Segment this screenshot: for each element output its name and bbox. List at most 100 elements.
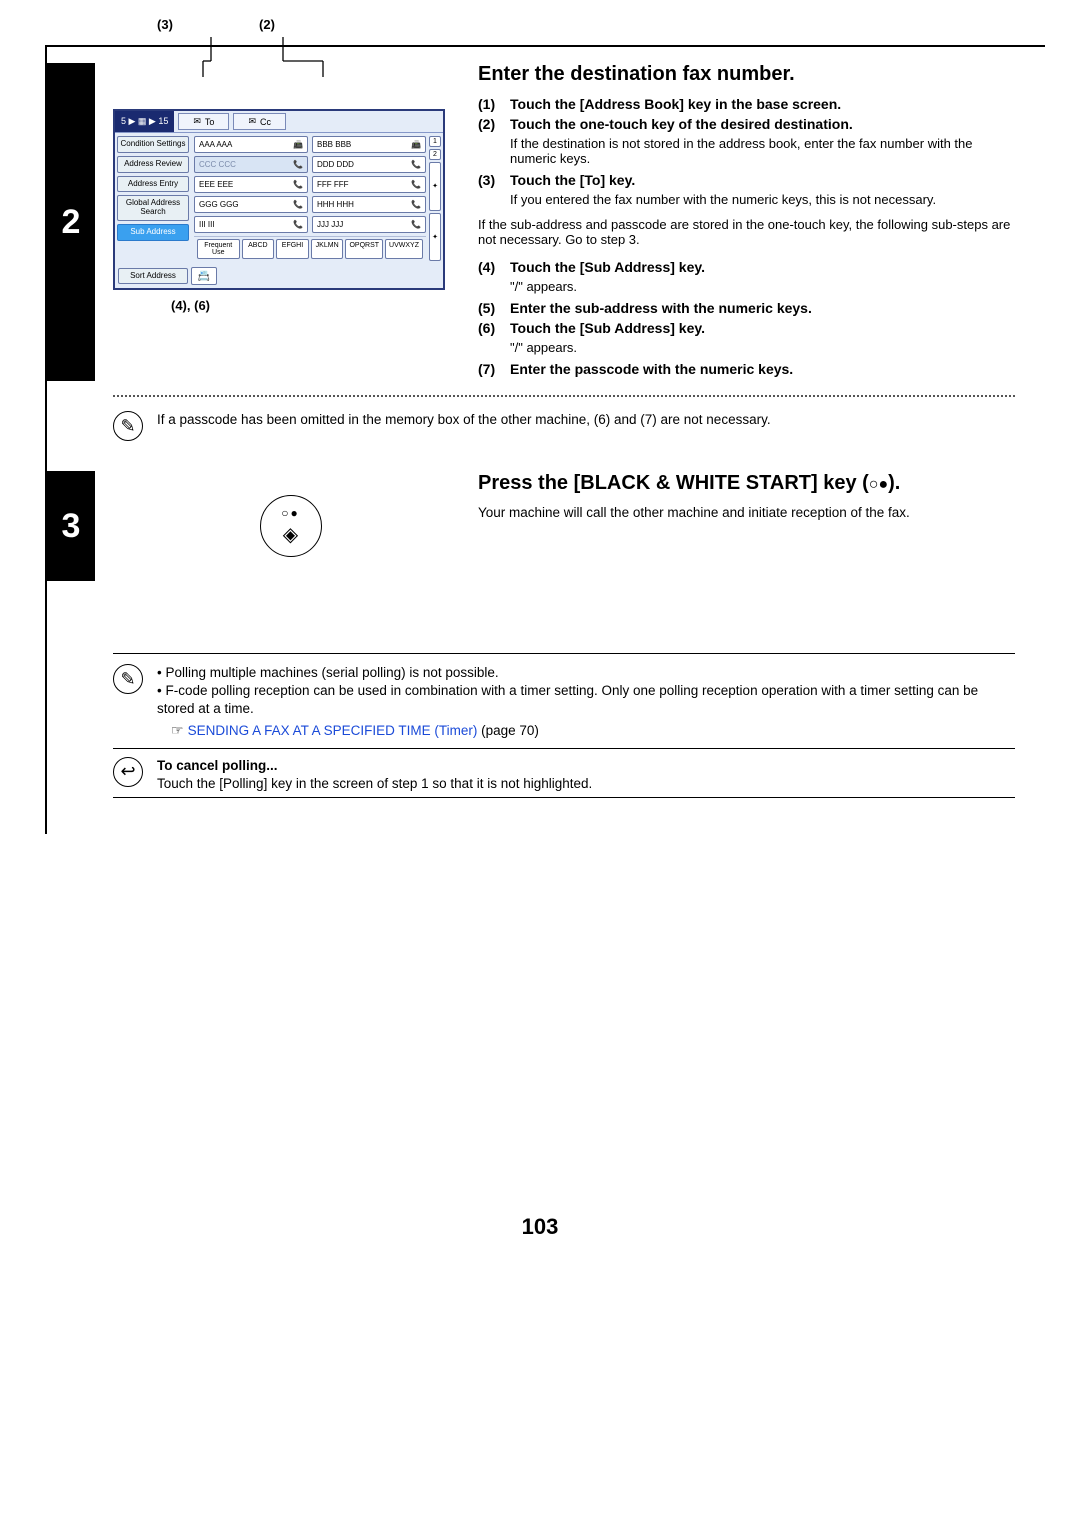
alpha-freq[interactable]: Frequent Use (197, 239, 240, 259)
btn-address-entry[interactable]: Address Entry (117, 176, 189, 193)
callout-3: (3) (113, 17, 217, 32)
addr-cell[interactable]: BBB BBB 📠 (312, 136, 426, 153)
alpha-tab[interactable]: EFGHI (276, 239, 309, 259)
scroll-down[interactable]: ✦ (429, 213, 441, 262)
item-num: (2) (478, 116, 510, 132)
addr-label: BBB BBB (317, 140, 351, 149)
item-num: (6) (478, 320, 510, 336)
link-page: (page 70) (477, 723, 539, 738)
separator (113, 797, 1015, 798)
step3-text: Press the [BLACK & WHITE START] key (○●)… (468, 471, 1015, 581)
item-num: (7) (478, 361, 510, 377)
item-text: Touch the one-touch key of the desired d… (510, 116, 853, 132)
addr-label: FFF FFF (317, 180, 349, 189)
pencil-icon: ✎ (113, 411, 143, 441)
link-timer[interactable]: SENDING A FAX AT A SPECIFIED TIME (Timer… (188, 723, 478, 738)
item-num: (4) (478, 259, 510, 275)
notes-info: ✎ Polling multiple machines (serial poll… (113, 660, 1015, 746)
tab-cc[interactable]: ✉Cc (233, 113, 286, 130)
start-key-button: ○● ◈ (260, 495, 322, 557)
side-buttons: Condition Settings Address Review Addres… (115, 133, 191, 264)
addr-label: CCC CCC (199, 160, 236, 169)
item-text: Touch the [Address Book] key in the base… (510, 96, 841, 112)
item-note: "/" appears. (510, 279, 1015, 294)
btn-global-search[interactable]: Global Address Search (117, 195, 189, 221)
step3-body: Your machine will call the other machine… (478, 505, 1015, 520)
panel-bottom-row: Sort Address 📇 (115, 264, 443, 288)
addr-cell[interactable]: DDD DDD📞 (312, 156, 426, 173)
btn-address-review[interactable]: Address Review (117, 156, 189, 173)
step-2: 2 (3) (2) (47, 63, 1015, 381)
link-line: ☞ SENDING A FAX AT A SPECIFIED TIME (Time… (171, 721, 1015, 740)
item-num: (3) (478, 172, 510, 188)
alpha-tab[interactable]: OPQRST (345, 239, 383, 259)
separator (113, 653, 1015, 654)
callout-lines (113, 31, 445, 77)
btn-card-icon[interactable]: 📇 (191, 267, 217, 285)
alpha-tab[interactable]: UVWXYZ (385, 239, 423, 259)
pencil-icon: ✎ (113, 664, 143, 694)
panel-header: 5 ▶ ▦ ▶ 15 ✉To ✉Cc (115, 111, 443, 133)
item-num: (5) (478, 300, 510, 316)
item-text: Touch the [To] key. (510, 172, 635, 188)
addr-cell[interactable]: JJJ JJJ📞 (312, 216, 426, 233)
page-number: 103 (0, 1214, 1080, 1240)
btn-condition-settings[interactable]: Condition Settings (117, 136, 189, 153)
phone-icon: 📞 (293, 220, 303, 229)
addr-cell[interactable]: III III📞 (194, 216, 308, 233)
notes-cancel: ↩ To cancel polling... Touch the [Pollin… (113, 755, 1015, 795)
page-frame: 2 (3) (2) (45, 45, 1045, 834)
phone-icon: 📞 (293, 180, 303, 189)
heading-pre: Press the [BLACK & WHITE START] key ( (478, 472, 869, 494)
addr-cell[interactable]: FFF FFF📞 (312, 176, 426, 193)
phone-icon: 📞 (411, 200, 421, 209)
header-count: 5 ▶ ▦ ▶ 15 (115, 111, 174, 132)
item-num: (1) (478, 96, 510, 112)
alpha-tabs: Frequent Use ABCD EFGHI JKLMN OPQRST UVW… (194, 236, 426, 261)
note-bullet-2: F-code polling reception can be used in … (157, 682, 1015, 718)
item-note: If the destination is not stored in the … (510, 136, 1015, 166)
note-text: If a passcode has been omitted in the me… (157, 411, 1015, 429)
circle-dot-icon: ○● (869, 476, 888, 493)
addr-label: EEE EEE (199, 180, 233, 189)
step2-text: Enter the destination fax number. (1)Tou… (468, 63, 1015, 381)
addr-label: AAA AAA (199, 140, 232, 149)
scroll-num: 1 (429, 136, 441, 147)
phone-icon: 📞 (293, 200, 303, 209)
item-note: "/" appears. (510, 340, 1015, 355)
step-3: 3 ○● ◈ Press the [BLACK & WHITE START] k… (47, 471, 1015, 581)
tab-to[interactable]: ✉To (178, 113, 229, 130)
phone-icon: 📞 (411, 220, 421, 229)
callout-2: (2) (217, 17, 317, 32)
btn-sub-address[interactable]: Sub Address (117, 224, 189, 241)
note-bullet-1: Polling multiple machines (serial pollin… (157, 664, 1015, 682)
scroll-up[interactable]: ✦ (429, 162, 441, 211)
addr-label: GGG GGG (199, 200, 239, 209)
cancel-text: Touch the [Polling] key in the screen of… (157, 776, 592, 791)
scroll-num: 2 (429, 149, 441, 160)
alpha-tab[interactable]: ABCD (242, 239, 275, 259)
pointer-icon: ☞ (171, 722, 184, 738)
addr-cell[interactable]: AAA AAA 📠 (194, 136, 308, 153)
note-passcode: ✎ If a passcode has been omitted in the … (113, 407, 1015, 453)
step-number-2: 2 (47, 63, 95, 381)
start-key-illustration: ○● ◈ (113, 471, 468, 581)
addr-cell[interactable]: EEE EEE 📞 (194, 176, 308, 193)
cancel-heading: To cancel polling... (157, 758, 278, 773)
btn-sort-address[interactable]: Sort Address (118, 268, 188, 285)
heading-post: ). (888, 472, 900, 494)
address-grid: AAA AAA 📠 BBB BBB 📠 CCC CCC 📞 DDD DDD📞 EEE … (191, 133, 429, 264)
addr-cell[interactable]: CCC CCC 📞 (194, 156, 308, 173)
addr-cell[interactable]: GGG GGG 📞 (194, 196, 308, 213)
alpha-tab[interactable]: JKLMN (311, 239, 344, 259)
phone-icon: 📞 (411, 160, 421, 169)
back-icon: ↩ (113, 757, 143, 787)
address-book-panel: 5 ▶ ▦ ▶ 15 ✉To ✉Cc Condition Settings Ad… (113, 109, 445, 290)
addr-cell[interactable]: HHH HHH📞 (312, 196, 426, 213)
fax-icon: 📠 (411, 140, 421, 149)
phone-icon: 📞 (293, 160, 303, 169)
mid-note: If the sub-address and passcode are stor… (478, 217, 1015, 247)
start-key-dots-icon: ○● (281, 506, 300, 520)
fax-icon: 📠 (293, 140, 303, 149)
step2-heading: Enter the destination fax number. (478, 63, 1015, 86)
